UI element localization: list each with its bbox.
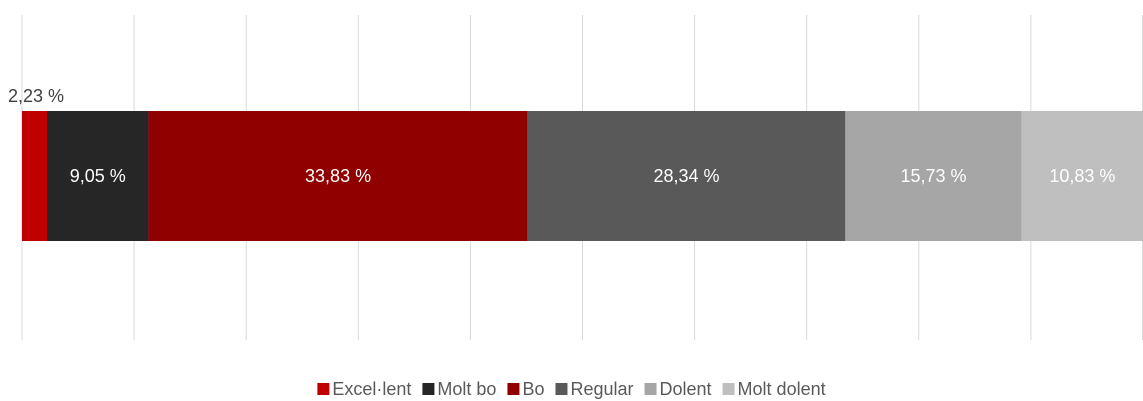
data-label: 15,73 % (901, 166, 967, 186)
legend-label: Dolent (660, 379, 712, 399)
legend-item: Bo (507, 379, 544, 399)
legend: Excel·lent Molt bo Bo Regular Dolent Molt dol… (317, 379, 826, 399)
legend-swatch (507, 383, 520, 395)
data-label: 9,05 % (70, 166, 126, 186)
data-label: 33,83 % (305, 166, 371, 186)
legend-item: Dolent (644, 379, 712, 399)
data-label: 2,23 % (8, 86, 64, 106)
legend-item: Molt bo (422, 379, 496, 399)
legend-swatch (644, 383, 657, 395)
legend-label: Molt dolent (738, 379, 826, 399)
legend-swatch (722, 383, 735, 395)
legend-label: Molt bo (437, 379, 496, 399)
bar-segment (22, 111, 47, 241)
legend-item: Molt dolent (722, 379, 826, 399)
legend-swatch (422, 383, 435, 395)
legend-item: Regular (555, 379, 634, 399)
legend-swatch (555, 383, 568, 395)
legend-swatch (317, 383, 330, 395)
legend-label: Excel·lent (332, 379, 411, 399)
legend-label: Bo (522, 379, 544, 399)
legend-item: Excel·lent (317, 379, 411, 399)
data-label: 10,83 % (1049, 166, 1115, 186)
bar-segment (1021, 111, 1143, 241)
bar-segment (527, 111, 846, 241)
bar-segment (148, 111, 528, 241)
data-label: 28,34 % (653, 166, 719, 186)
bar-segment (845, 111, 1022, 241)
legend-label: Regular (570, 379, 633, 399)
bar-segment (46, 111, 149, 241)
